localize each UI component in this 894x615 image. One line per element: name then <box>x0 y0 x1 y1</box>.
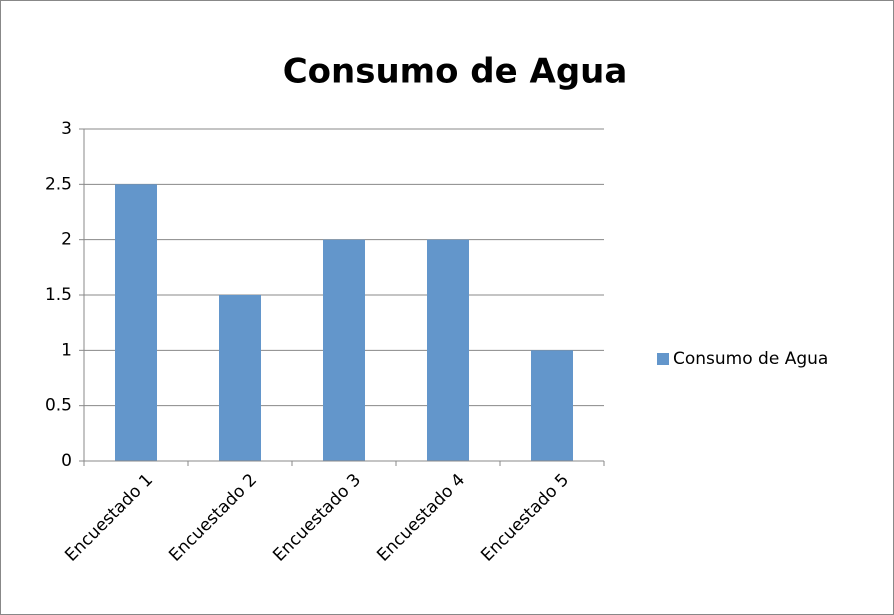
y-tick-label: 2.5 <box>45 174 72 194</box>
y-tick-label: 0 <box>61 451 72 471</box>
y-tick-label: 1.5 <box>45 285 72 305</box>
bar <box>531 350 573 461</box>
bar <box>115 184 157 462</box>
bar <box>427 239 469 461</box>
bar <box>323 239 365 461</box>
legend-label: Consumo de Agua <box>673 349 828 369</box>
bar <box>219 295 261 461</box>
y-tick-label: 2 <box>61 230 72 250</box>
y-tick-label: 1 <box>61 340 72 360</box>
y-tick-label: 3 <box>61 119 72 139</box>
y-tick-label: 0.5 <box>45 396 72 416</box>
chart-title: Consumo de Agua <box>283 52 628 92</box>
legend-swatch <box>657 353 669 365</box>
